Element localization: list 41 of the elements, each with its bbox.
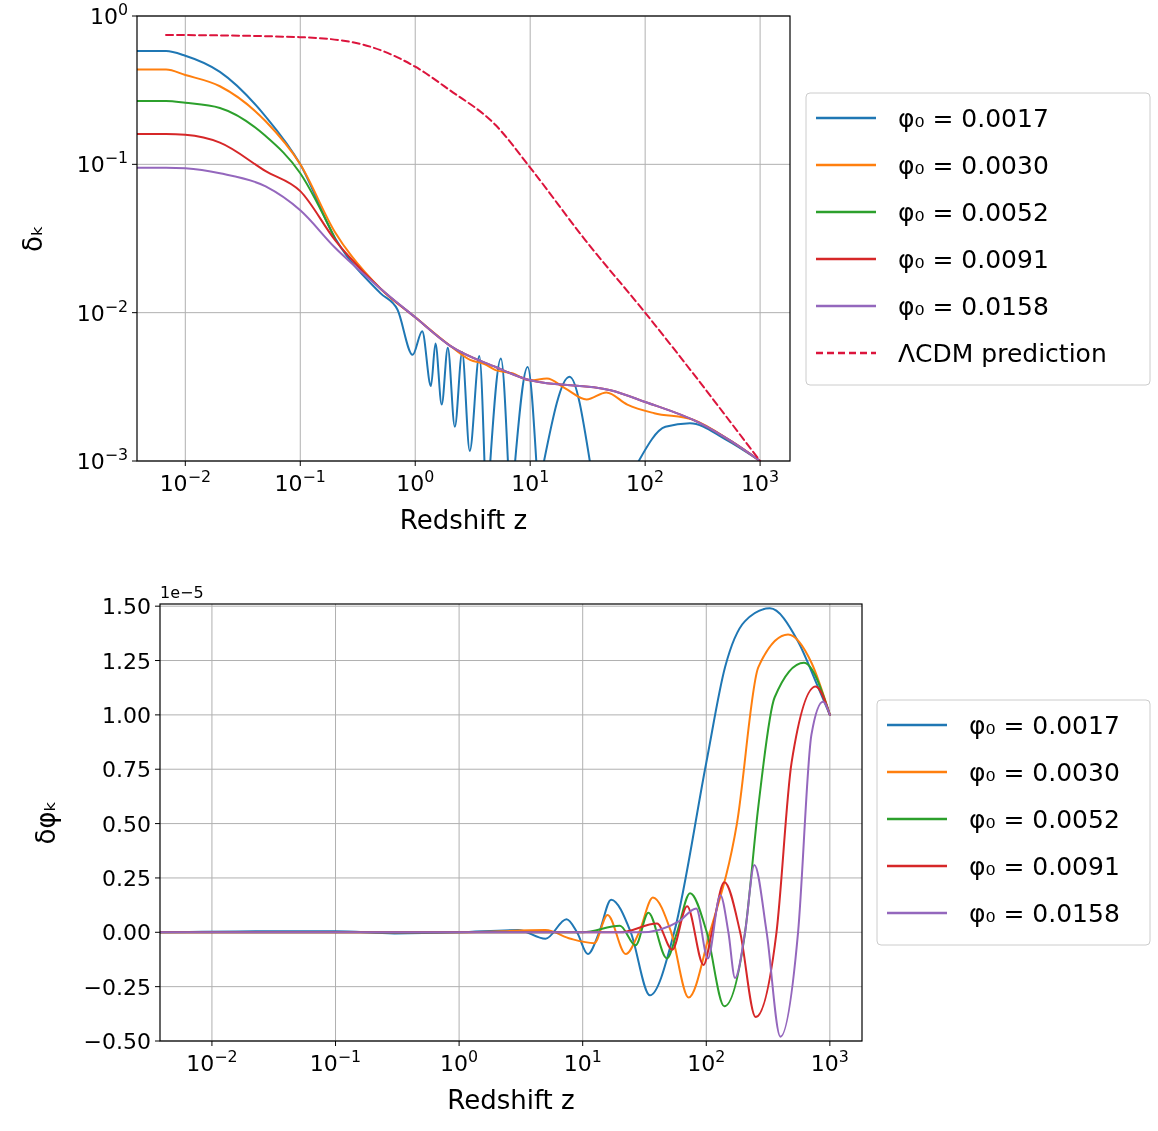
x-axis-title: Redshift z <box>447 1085 575 1115</box>
legend-label: φ₀ = 0.0091 <box>969 852 1120 881</box>
x-tick-label: 10$^{−2}$ <box>186 1046 238 1076</box>
y-tick-label: 10$^{0}$ <box>89 0 128 29</box>
x-tick-label: 10$^{1}$ <box>511 466 550 496</box>
y-axis-title: δₖ <box>18 225 48 252</box>
legend-label: φ₀ = 0.0052 <box>898 198 1049 227</box>
legend-label: φ₀ = 0.0017 <box>898 104 1049 133</box>
y-tick-label: 10$^{−3}$ <box>76 444 128 474</box>
legend-label: φ₀ = 0.0017 <box>969 711 1120 740</box>
legend-label: φ₀ = 0.0052 <box>969 805 1120 834</box>
legend-label: φ₀ = 0.0158 <box>969 899 1120 928</box>
text: 1e−5 <box>160 583 204 602</box>
legend-label: φ₀ = 0.0030 <box>969 758 1120 787</box>
x-axis-title: Redshift z <box>399 505 528 535</box>
x-tick-label: 10$^{3}$ <box>741 466 780 496</box>
y-tick-label: 1.50 <box>102 594 151 620</box>
legend-label: φ₀ = 0.0030 <box>898 151 1049 180</box>
x-tick-label: 10$^{0}$ <box>396 466 435 496</box>
y-tick-label: 0.50 <box>102 811 151 837</box>
y-tick-label: 1.00 <box>102 702 151 728</box>
x-tick-label: 10$^{−1}$ <box>309 1046 362 1076</box>
y-tick-label: 10$^{−2}$ <box>76 296 128 326</box>
y-tick-label: 1.25 <box>102 648 151 674</box>
x-tick-label: 10$^{2}$ <box>626 466 665 496</box>
x-tick-label: 10$^{0}$ <box>440 1046 479 1076</box>
legend-label: ΛCDM prediction <box>898 339 1107 368</box>
x-tick-label: 10$^{3}$ <box>810 1046 849 1076</box>
y-tick-label: 0.25 <box>102 865 151 891</box>
y-tick-label: −0.25 <box>83 974 151 1000</box>
y-tick-label: 0.00 <box>102 920 151 946</box>
x-tick-label: 10$^{1}$ <box>563 1046 602 1076</box>
x-tick-label: 10$^{2}$ <box>687 1046 726 1076</box>
y-tick-label: 0.75 <box>102 757 151 783</box>
y-tick-label: 10$^{−1}$ <box>76 147 128 178</box>
legend-label: φ₀ = 0.0158 <box>898 292 1049 321</box>
x-tick-label: 10$^{−1}$ <box>274 466 326 496</box>
x-tick-label: 10$^{−2}$ <box>159 466 211 496</box>
y-axis-title: δφₖ <box>31 800 61 845</box>
y-tick-label: −0.50 <box>83 1029 151 1054</box>
legend-label: φ₀ = 0.0091 <box>898 245 1049 274</box>
